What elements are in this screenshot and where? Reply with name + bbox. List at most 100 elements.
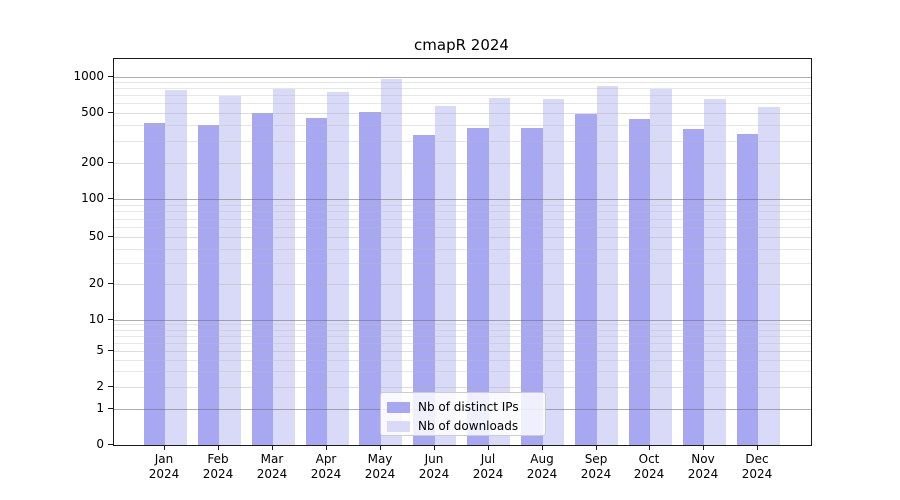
gridline bbox=[114, 387, 811, 388]
gridline bbox=[114, 371, 811, 372]
bar-downloads bbox=[165, 90, 187, 445]
plot-area bbox=[113, 58, 812, 446]
y-tick-label: 200 bbox=[81, 155, 104, 169]
gridline bbox=[114, 219, 811, 220]
gridline bbox=[114, 330, 811, 331]
y-tick-label: 1000 bbox=[73, 69, 104, 83]
x-tick-mark bbox=[272, 445, 273, 450]
gridline bbox=[114, 284, 811, 285]
chart-title: cmapR 2024 bbox=[414, 36, 509, 54]
bar-distinct-ips bbox=[251, 113, 274, 445]
bar-downloads bbox=[219, 95, 241, 445]
x-tick-mark bbox=[326, 445, 327, 450]
bar-downloads bbox=[327, 92, 349, 445]
y-tick-mark bbox=[108, 319, 113, 320]
y-tick-mark bbox=[108, 198, 113, 199]
legend-swatch-downloads bbox=[387, 420, 410, 432]
bar-downloads bbox=[758, 107, 780, 445]
gridline bbox=[114, 103, 811, 104]
gridline bbox=[114, 82, 811, 83]
bar-distinct-ips bbox=[413, 134, 435, 445]
y-tick-mark bbox=[108, 162, 113, 163]
gridline bbox=[114, 320, 811, 321]
x-tick-mark bbox=[542, 445, 543, 450]
y-tick-mark bbox=[108, 236, 113, 237]
bar-distinct-ips bbox=[359, 112, 381, 445]
gridline bbox=[114, 227, 811, 228]
x-tick-label: Apr 2024 bbox=[310, 452, 342, 481]
gridline bbox=[114, 205, 811, 206]
x-tick-mark bbox=[380, 445, 381, 450]
legend-label-downloads: Nb of downloads bbox=[418, 419, 519, 433]
bar-downloads bbox=[596, 85, 618, 445]
y-tick-label: 0 bbox=[96, 437, 104, 451]
gridline bbox=[114, 237, 811, 238]
gridline bbox=[114, 360, 811, 361]
y-tick-label: 50 bbox=[88, 229, 104, 243]
gridline bbox=[114, 336, 811, 337]
y-tick-label: 100 bbox=[81, 191, 104, 205]
bar-distinct-ips bbox=[467, 127, 489, 445]
legend-item-downloads: Nb of downloads bbox=[387, 417, 539, 435]
gridline bbox=[114, 351, 811, 352]
gridline bbox=[114, 163, 811, 164]
x-tick-mark bbox=[434, 445, 435, 450]
gridline bbox=[114, 113, 811, 114]
x-tick-mark bbox=[649, 445, 650, 450]
y-tick-mark bbox=[108, 408, 113, 409]
y-tick-label: 20 bbox=[88, 276, 104, 290]
x-tick-label: Dec 2024 bbox=[741, 452, 773, 481]
bar-downloads bbox=[704, 99, 726, 445]
y-tick-label: 5 bbox=[96, 343, 104, 357]
gridline bbox=[114, 263, 811, 264]
gridline bbox=[114, 324, 811, 325]
x-tick-mark bbox=[164, 445, 165, 450]
bar-downloads bbox=[434, 105, 457, 445]
x-tick-mark bbox=[757, 445, 758, 450]
y-tick-label: 10 bbox=[88, 312, 104, 326]
x-tick-label: Aug 2024 bbox=[526, 452, 558, 481]
gridline bbox=[114, 95, 811, 96]
x-tick-mark bbox=[703, 445, 704, 450]
legend-item-distinct-ips: Nb of distinct IPs bbox=[387, 398, 539, 416]
gridline bbox=[114, 199, 811, 200]
x-tick-label: Oct 2024 bbox=[633, 452, 665, 481]
x-tick-label: Sep 2024 bbox=[580, 452, 612, 481]
bar-distinct-ips bbox=[628, 118, 651, 445]
bar-downloads bbox=[380, 78, 403, 445]
gridline bbox=[114, 343, 811, 344]
y-tick-label: 500 bbox=[81, 105, 104, 119]
bar-distinct-ips bbox=[736, 134, 759, 445]
bar-downloads bbox=[650, 88, 672, 445]
y-tick-mark bbox=[108, 112, 113, 113]
gridline bbox=[114, 88, 811, 89]
bar-distinct-ips bbox=[521, 128, 543, 445]
legend: Nb of distinct IPs Nb of downloads bbox=[380, 392, 546, 436]
gridline bbox=[114, 77, 811, 78]
bar-downloads bbox=[488, 97, 511, 445]
legend-swatch-distinct-ips bbox=[387, 401, 410, 413]
bar-downloads bbox=[273, 88, 295, 445]
y-tick-mark bbox=[108, 350, 113, 351]
y-tick-mark bbox=[108, 76, 113, 77]
y-tick-mark bbox=[108, 444, 113, 445]
bar-distinct-ips bbox=[682, 129, 705, 445]
x-tick-label: Feb 2024 bbox=[202, 452, 234, 481]
x-tick-label: Jan 2024 bbox=[148, 452, 180, 481]
legend-label-distinct-ips: Nb of distinct IPs bbox=[418, 400, 519, 414]
x-tick-label: Nov 2024 bbox=[687, 452, 719, 481]
x-tick-mark bbox=[218, 445, 219, 450]
y-tick-label: 1 bbox=[96, 401, 104, 415]
x-tick-mark bbox=[488, 445, 489, 450]
gridline bbox=[114, 125, 811, 126]
gridline bbox=[114, 249, 811, 250]
x-tick-label: Mar 2024 bbox=[256, 452, 288, 481]
y-tick-mark bbox=[108, 283, 113, 284]
x-tick-label: Jul 2024 bbox=[472, 452, 504, 481]
bar-distinct-ips bbox=[197, 125, 220, 445]
bar-distinct-ips bbox=[143, 122, 166, 445]
bar-distinct-ips bbox=[305, 117, 327, 445]
x-tick-label: Jun 2024 bbox=[418, 452, 450, 481]
y-tick-label: 2 bbox=[96, 379, 104, 393]
